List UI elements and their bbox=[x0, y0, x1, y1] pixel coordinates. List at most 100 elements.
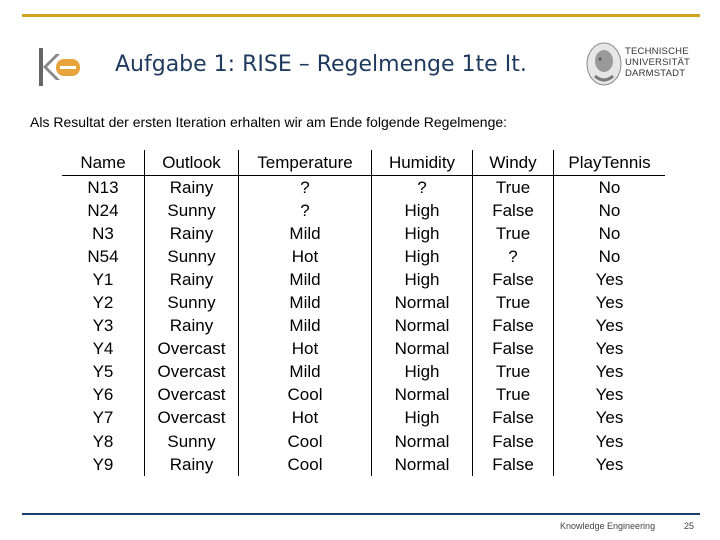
table-row: N54 Sunny Hot High? No bbox=[62, 245, 665, 269]
header-humidity: Humidity bbox=[371, 150, 473, 176]
cell-temperature: Mild bbox=[238, 360, 372, 384]
footer-label: Knowledge Engineering bbox=[560, 521, 656, 531]
cell-name: Y3 bbox=[92, 316, 114, 336]
header-name: Name bbox=[62, 150, 145, 176]
table-row: Y4 Overcast Hot Normal False Yes bbox=[62, 337, 665, 361]
cell-humidity: Normal bbox=[371, 383, 473, 407]
cell-playtennis: No bbox=[553, 222, 665, 246]
page-number: 25 bbox=[684, 521, 695, 531]
cell-windy: True bbox=[472, 175, 554, 200]
cell-outlook: Sunny bbox=[144, 430, 239, 454]
cell-playtennis: Yes bbox=[553, 383, 665, 407]
table-row: N13 Rainy?? True No bbox=[62, 175, 665, 200]
cell-playtennis: Yes bbox=[553, 337, 665, 361]
cell-outlook: Rainy bbox=[144, 268, 239, 292]
university-logo: TECHNISCHE UNIVERSITÄT DARMSTADT bbox=[583, 40, 695, 90]
cell-name: Y7 bbox=[92, 408, 114, 428]
cell-temperature: Mild bbox=[238, 291, 372, 315]
cell-humidity: Normal bbox=[371, 314, 473, 338]
cell-windy: False bbox=[472, 337, 554, 361]
cell-playtennis: Yes bbox=[553, 291, 665, 315]
cell-outlook: Overcast bbox=[144, 406, 239, 431]
header-temperature: Temperature bbox=[238, 150, 372, 176]
cell-playtennis: Yes bbox=[553, 406, 665, 431]
table-row: Y2 Sunny Mild Normal True Yes bbox=[62, 291, 665, 315]
cell-windy: True bbox=[472, 360, 554, 384]
header-outlook: Outlook bbox=[144, 150, 239, 176]
cell-windy: False bbox=[472, 314, 554, 338]
cell-outlook: Overcast bbox=[144, 383, 239, 407]
cell-name: Y4 bbox=[92, 339, 114, 359]
cell-windy: ? bbox=[472, 245, 554, 269]
cell-playtennis: No bbox=[553, 199, 665, 223]
rule-set-table: Name Outlook Temperature Humidity Windy … bbox=[62, 150, 665, 477]
cell-humidity: Normal bbox=[371, 430, 473, 454]
cell-humidity: Normal bbox=[371, 291, 473, 315]
cell-windy: False bbox=[472, 268, 554, 292]
intro-text: Als Resultat der ersten Iteration erhalt… bbox=[30, 114, 508, 130]
cell-temperature: Cool bbox=[238, 383, 372, 407]
cell-windy: False bbox=[472, 406, 554, 431]
cell-humidity: Normal bbox=[371, 453, 473, 477]
cell-temperature: Cool bbox=[238, 453, 372, 477]
cell-playtennis: No bbox=[553, 175, 665, 200]
table-row: Y6 Overcast Cool Normal True Yes bbox=[62, 383, 665, 407]
cell-windy: False bbox=[472, 453, 554, 477]
table-row: Y5 Overcast Mild High True Yes bbox=[62, 360, 665, 384]
slide-title: Aufgabe 1: RISE – Regelmenge 1te It. bbox=[115, 52, 527, 77]
header-windy: Windy bbox=[472, 150, 554, 176]
cell-outlook: Overcast bbox=[144, 337, 239, 361]
table-row: Y9 Rainy Cool Normal False Yes bbox=[62, 453, 665, 477]
cell-name: Y1 bbox=[92, 269, 114, 289]
cell-name: Y8 bbox=[92, 431, 114, 451]
cell-name: N54 bbox=[87, 246, 119, 266]
cell-outlook: Sunny bbox=[144, 199, 239, 223]
cell-temperature: Cool bbox=[238, 430, 372, 454]
cell-windy: False bbox=[472, 430, 554, 454]
cell-name: N24 bbox=[87, 200, 119, 220]
cell-outlook: Sunny bbox=[144, 291, 239, 315]
bottom-rule bbox=[22, 513, 700, 515]
university-line-3: DARMSTADT bbox=[625, 68, 686, 79]
header-playtennis: PlayTennis bbox=[553, 150, 665, 176]
cell-temperature: Mild bbox=[238, 268, 372, 292]
table-row: Y3 Rainy Mild Normal False Yes bbox=[62, 314, 665, 338]
cell-temperature: ? bbox=[238, 199, 372, 223]
cell-humidity: High bbox=[371, 245, 473, 269]
table-body: N13 Rainy?? True No N24 Sunny? High False No N3 Ra… bbox=[62, 175, 665, 477]
table-row: N3 Rainy Mild High True No bbox=[62, 222, 665, 246]
cell-name: Y2 bbox=[92, 293, 114, 313]
cell-humidity: High bbox=[371, 406, 473, 431]
cell-playtennis: Yes bbox=[553, 268, 665, 292]
table-row: Y7 Overcast Hot High False Yes bbox=[62, 406, 665, 431]
cell-humidity: High bbox=[371, 199, 473, 223]
cell-windy: False bbox=[472, 199, 554, 223]
cell-temperature: Hot bbox=[238, 337, 372, 361]
table-header-row: Name Outlook Temperature Humidity Windy … bbox=[62, 150, 665, 176]
cell-temperature: Mild bbox=[238, 222, 372, 246]
cell-humidity: ? bbox=[371, 175, 473, 200]
cell-temperature: Hot bbox=[238, 245, 372, 269]
cell-name: Y9 bbox=[92, 454, 114, 474]
cell-humidity: Normal bbox=[371, 337, 473, 361]
cell-playtennis: Yes bbox=[553, 314, 665, 338]
cell-name: N3 bbox=[92, 223, 114, 243]
cell-name: N13 bbox=[87, 177, 119, 197]
cell-name: Y6 bbox=[92, 385, 114, 405]
cell-playtennis: No bbox=[553, 245, 665, 269]
table-row: N24 Sunny? High False No bbox=[62, 199, 665, 223]
cell-humidity: High bbox=[371, 360, 473, 384]
cell-outlook: Sunny bbox=[144, 245, 239, 269]
cell-humidity: High bbox=[371, 222, 473, 246]
cell-humidity: High bbox=[371, 268, 473, 292]
cell-name: Y5 bbox=[92, 362, 114, 382]
table-row: Y1 Rainy Mild High False Yes bbox=[62, 268, 665, 292]
cell-playtennis: Yes bbox=[553, 430, 665, 454]
cell-outlook: Rainy bbox=[144, 453, 239, 477]
cell-outlook: Rainy bbox=[144, 222, 239, 246]
university-line-2: UNIVERSITÄT bbox=[625, 57, 691, 68]
cell-outlook: Overcast bbox=[144, 360, 239, 384]
cell-windy: True bbox=[472, 222, 554, 246]
cell-playtennis: Yes bbox=[553, 360, 665, 384]
cell-outlook: Rainy bbox=[144, 175, 239, 200]
